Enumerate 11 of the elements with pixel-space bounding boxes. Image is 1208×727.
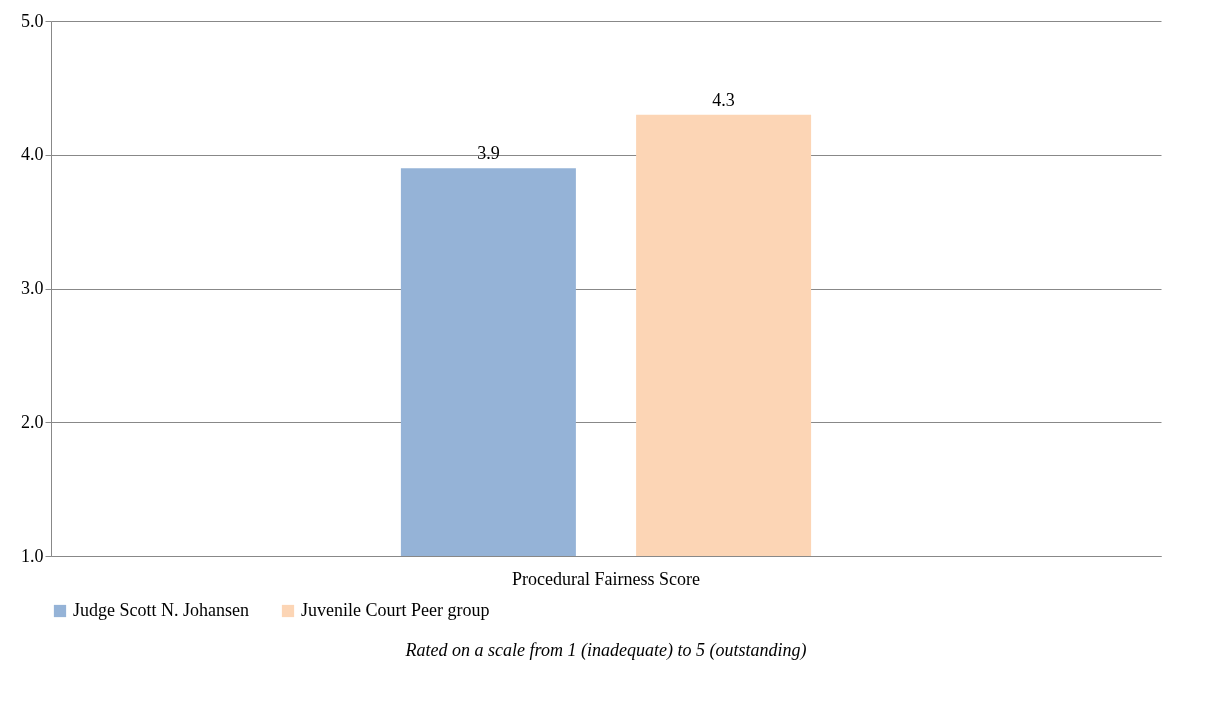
data-label: 3.9	[477, 143, 500, 164]
legend-label: Juvenile Court Peer group	[301, 600, 490, 620]
y-tick-label: 4.0	[21, 144, 44, 165]
y-tick-label: 5.0	[21, 10, 44, 31]
y-tick-label: 1.0	[21, 545, 44, 566]
x-tick-label: Procedural Fairness Score	[512, 568, 700, 589]
data-label: 4.3	[712, 89, 735, 110]
y-tick-label: 3.0	[21, 278, 44, 298]
text: Rated on a scale from 1 (inadequate) to 5 (outstanding)	[404, 640, 807, 661]
y-tick-label: 2.0	[21, 411, 44, 432]
legend-label: Judge Scott N. Johansen	[73, 600, 249, 620]
